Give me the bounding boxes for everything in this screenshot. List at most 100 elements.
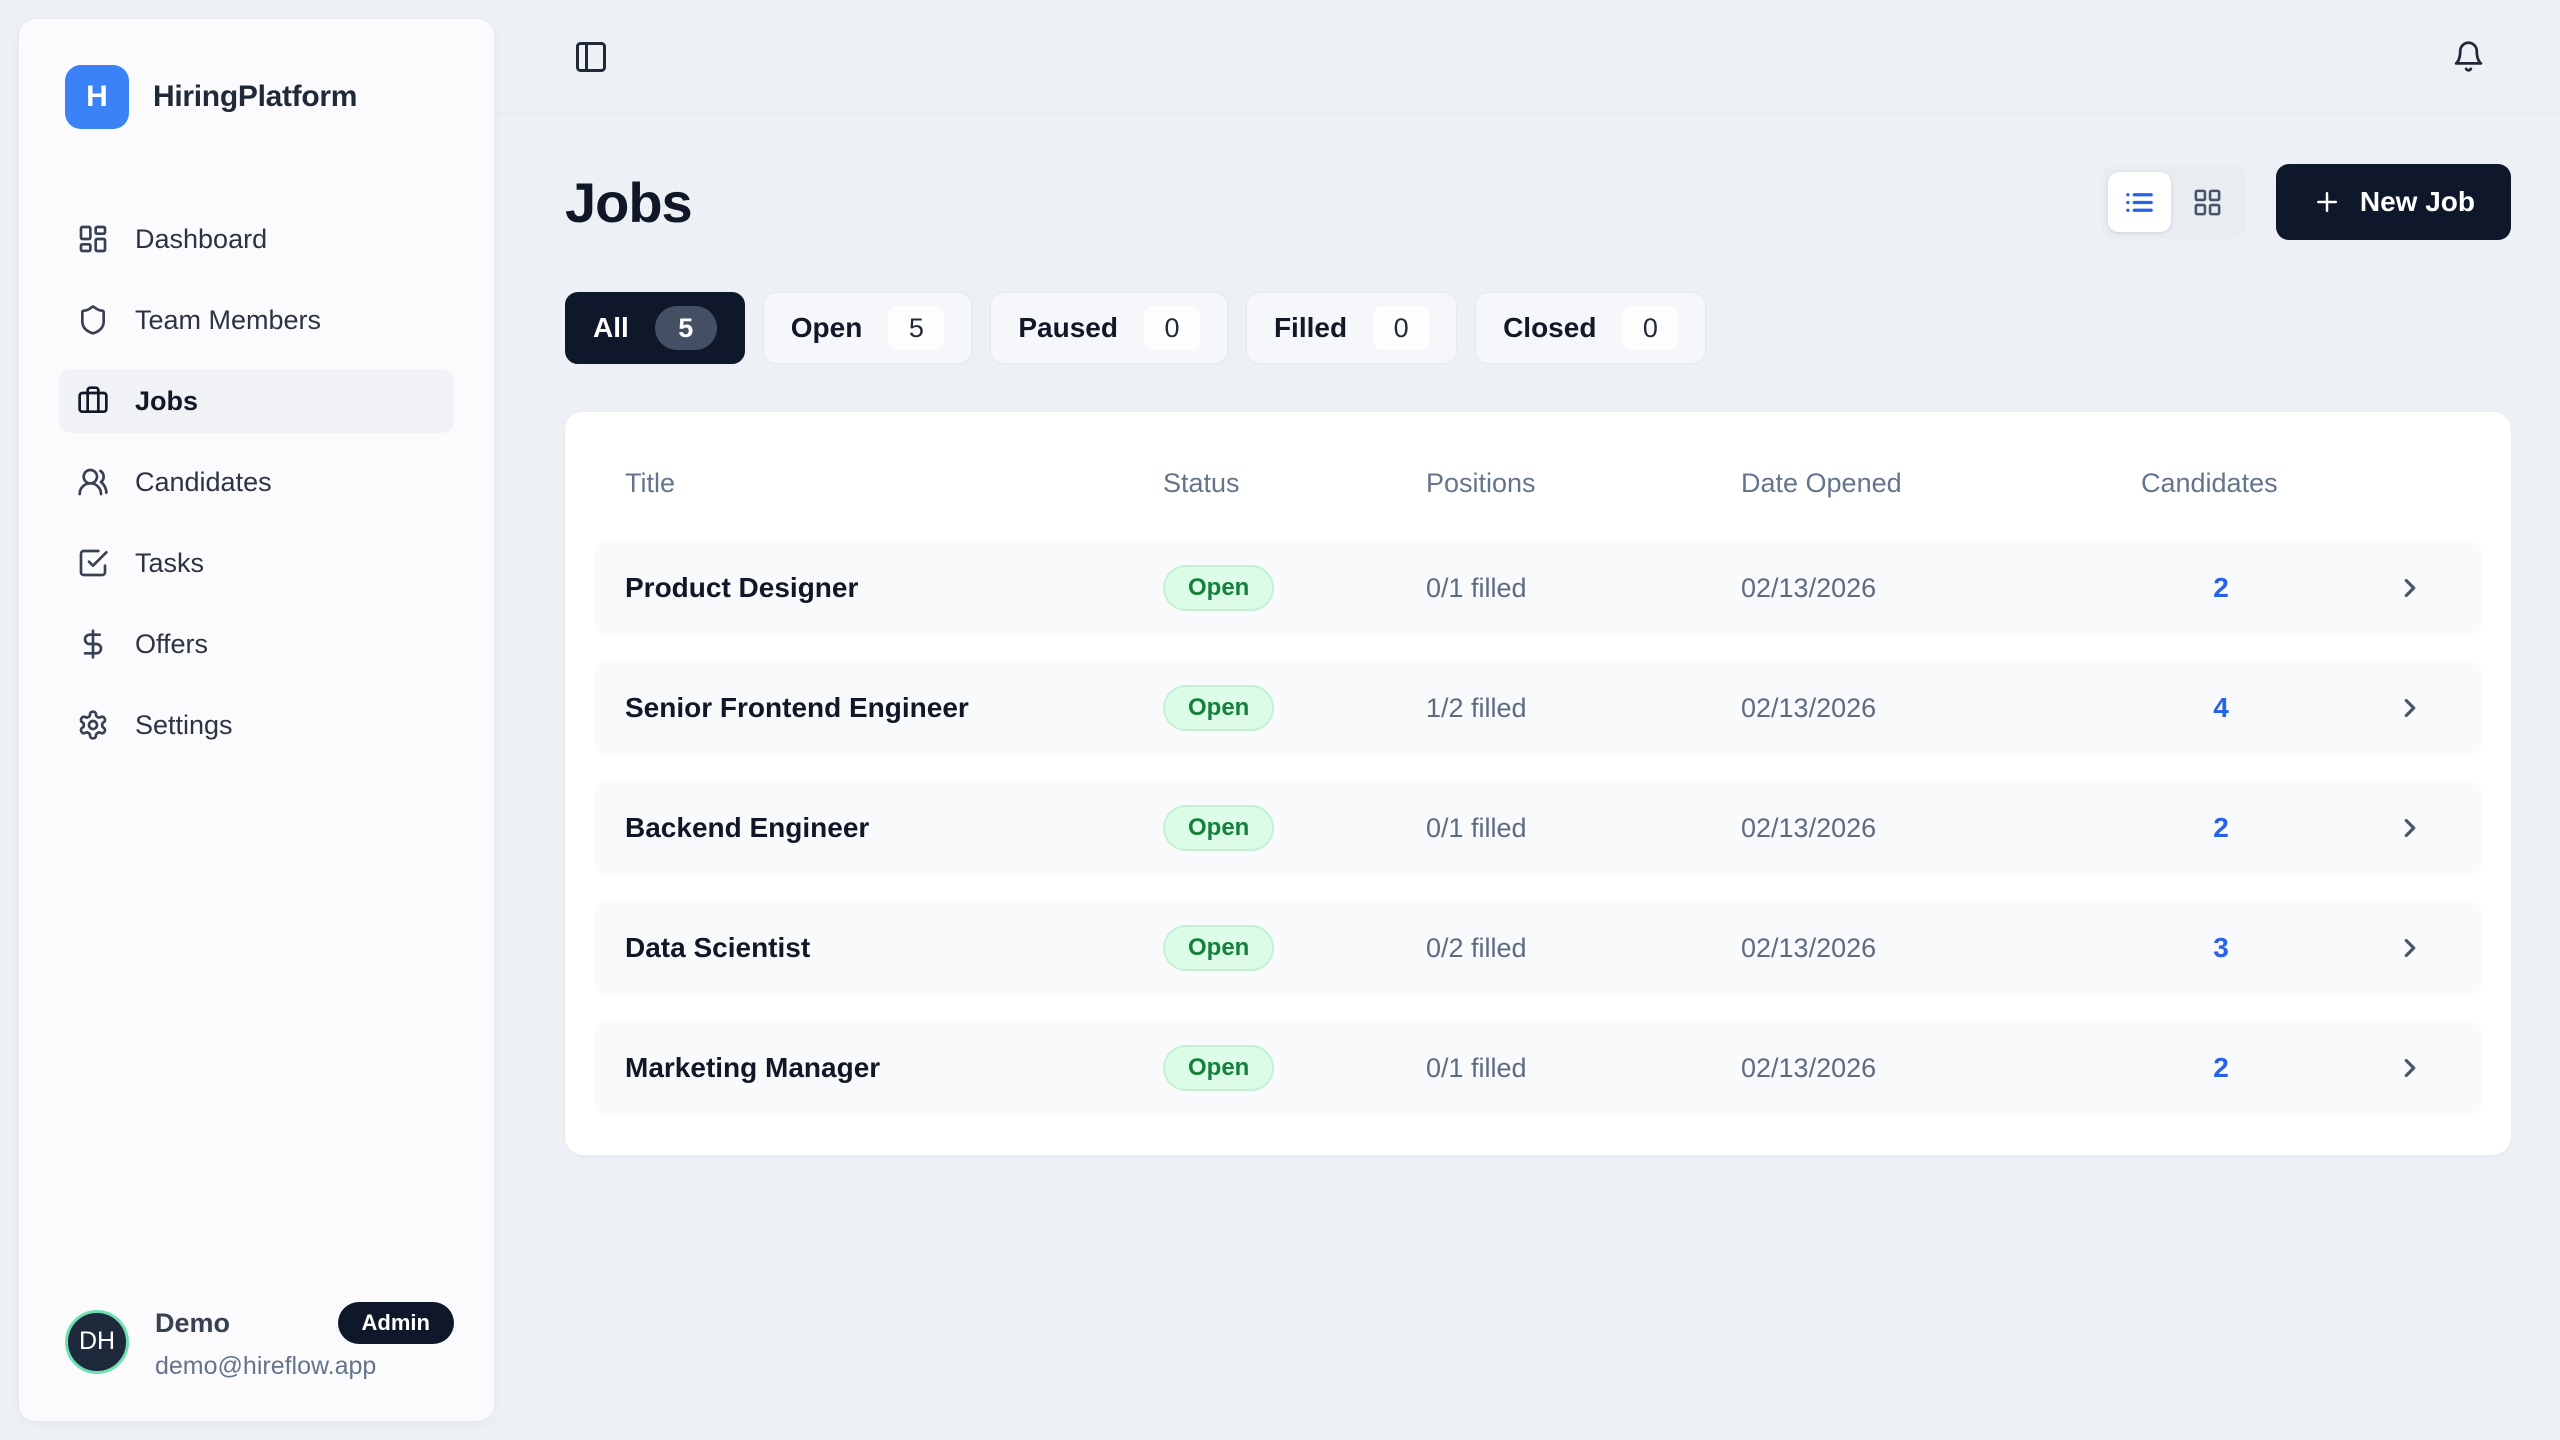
column-header-positions: Positions [1426,468,1536,498]
brand-logo: H [65,65,129,129]
sidebar-nav-item[interactable]: Settings [59,693,454,757]
user-info: Demo Admin demo@hireflow.app [155,1302,454,1381]
table-body: Product Designer Open 0/1 filled 02/13/2… [595,541,2481,1115]
list-icon [2124,187,2155,218]
job-candidates-count[interactable]: 2 [2213,572,2229,603]
job-date-opened: 02/13/2026 [1741,812,1877,843]
nav-item-label: Settings [135,709,233,740]
new-job-button[interactable]: New Job [2275,164,2511,240]
job-status-cell: Open [1163,565,1426,611]
job-status-cell: Open [1163,685,1426,731]
filter-tab-label: Open [790,312,863,343]
brand-name: HiringPlatform [153,80,358,113]
table-row[interactable]: Backend Engineer Open 0/1 filled 02/13/2… [595,781,2481,875]
chevron-right-icon[interactable] [2395,813,2425,843]
status-badge: Open [1163,925,1275,971]
avatar-initials: DH [78,1327,116,1355]
job-candidates-count[interactable]: 3 [2213,932,2229,963]
row-open-cell [2301,573,2451,603]
nav-item-icon [77,223,109,255]
grid-icon [2192,187,2223,218]
sidebar-nav-item[interactable]: Tasks [59,531,454,595]
chevron-right-icon[interactable] [2395,573,2425,603]
user-name: Demo [155,1307,231,1338]
page-header: Jobs New Job [565,164,2511,240]
row-open-cell [2301,1053,2451,1083]
sidebar-nav: Dashboard Team Members Jobs Candidates T… [19,207,494,757]
filter-tab-label: Closed [1503,312,1597,343]
table-row[interactable]: Marketing Manager Open 0/1 filled 02/13/… [595,1021,2481,1115]
job-title: Backend Engineer [625,812,870,843]
chevron-right-icon[interactable] [2395,933,2425,963]
list-view-button[interactable] [2107,172,2171,232]
row-open-cell [2301,933,2451,963]
user-email: demo@hireflow.app [155,1352,377,1380]
nav-item-icon [77,709,109,741]
column-header-title: Title [625,468,676,498]
new-job-label: New Job [2359,186,2475,217]
filter-tab-label: All [593,312,629,343]
filter-tab[interactable]: Open 5 [762,292,973,364]
filter-tab[interactable]: All 5 [565,292,745,364]
nav-item-icon [77,466,109,498]
filter-tab-count: 0 [1622,306,1679,350]
job-candidates-count[interactable]: 4 [2213,692,2229,723]
job-date-opened: 02/13/2026 [1741,1052,1877,1083]
sidebar-nav-item[interactable]: Offers [59,612,454,676]
table-row[interactable]: Data Scientist Open 0/2 filled 02/13/202… [595,901,2481,995]
table-header: Title Status Positions Date Opened Candi… [595,442,2481,541]
job-candidates-count[interactable]: 2 [2213,1052,2229,1083]
column-header-status: Status [1163,468,1240,498]
sidebar-nav-item[interactable]: Dashboard [59,207,454,271]
sidebar-nav-item[interactable]: Jobs [59,369,454,433]
filter-tab-count: 0 [1373,306,1430,350]
column-header-candidates: Candidates [2141,468,2278,498]
sidebar-nav-item[interactable]: Team Members [59,288,454,352]
nav-item-icon [77,628,109,660]
filter-tab[interactable]: Filled 0 [1245,292,1458,364]
job-date-opened: 02/13/2026 [1741,572,1877,603]
job-status-cell: Open [1163,1045,1426,1091]
nav-item-label: Tasks [135,547,205,578]
job-title: Product Designer [625,572,859,603]
column-header-date-opened: Date Opened [1741,468,1902,498]
grid-view-button[interactable] [2176,172,2239,232]
job-positions: 0/1 filled [1426,572,1527,603]
topbar [495,0,2560,114]
jobs-table-card: Title Status Positions Date Opened Candi… [565,412,2511,1155]
nav-item-label: Team Members [135,304,322,335]
table-row[interactable]: Product Designer Open 0/1 filled 02/13/2… [595,541,2481,635]
bell-icon[interactable] [2452,40,2485,73]
filter-tab-label: Paused [1018,312,1118,343]
nav-item-label: Offers [135,628,209,659]
job-positions: 0/2 filled [1426,932,1527,963]
table-row[interactable]: Senior Frontend Engineer Open 1/2 filled… [595,661,2481,755]
row-open-cell [2301,693,2451,723]
user-profile[interactable]: DH Demo Admin demo@hireflow.app [19,1302,494,1421]
status-badge: Open [1163,685,1275,731]
main-area: Jobs New Job All [495,0,2560,1440]
chevron-right-icon[interactable] [2395,1053,2425,1083]
filter-tab[interactable]: Closed 0 [1475,292,1707,364]
sidebar: H HiringPlatform Dashboard Team Members … [18,18,495,1422]
content: Jobs New Job All [495,114,2560,1155]
job-candidates-count[interactable]: 2 [2213,812,2229,843]
chevron-right-icon[interactable] [2395,693,2425,723]
nav-item-label: Jobs [135,385,199,416]
job-title: Marketing Manager [625,1052,881,1083]
view-toggle [2100,165,2246,239]
nav-item-icon [77,547,109,579]
nav-item-icon [77,304,109,336]
nav-item-label: Candidates [135,466,272,497]
filter-tab[interactable]: Paused 0 [990,292,1228,364]
status-badge: Open [1163,565,1275,611]
sidebar-nav-item[interactable]: Candidates [59,450,454,514]
sidebar-toggle-button[interactable] [573,39,609,75]
job-positions: 0/1 filled [1426,1052,1527,1083]
job-date-opened: 02/13/2026 [1741,692,1877,723]
job-positions: 1/2 filled [1426,692,1527,723]
page-title: Jobs [565,170,693,234]
job-title: Data Scientist [625,932,811,963]
job-title: Senior Frontend Engineer [625,692,969,723]
filter-tab-count: 5 [654,306,717,350]
